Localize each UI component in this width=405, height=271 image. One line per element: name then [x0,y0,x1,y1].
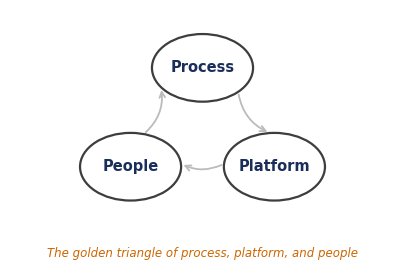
Circle shape [224,133,325,201]
Text: Process: Process [171,60,234,75]
Circle shape [152,34,253,102]
Text: Platform: Platform [239,159,310,174]
Text: People: People [102,159,159,174]
Text: The golden triangle of process, platform, and people: The golden triangle of process, platform… [47,247,358,260]
Circle shape [80,133,181,201]
